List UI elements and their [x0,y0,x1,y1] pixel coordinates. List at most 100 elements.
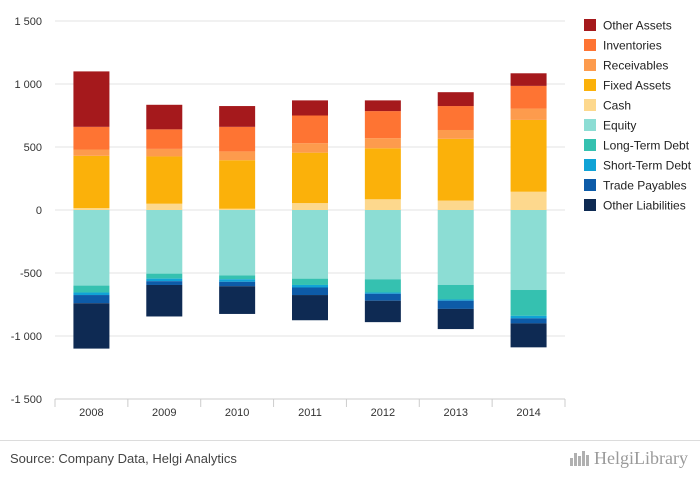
x-tick-label: 2010 [225,407,249,419]
bar-segment-receivables [73,149,110,156]
x-tick-label: 2008 [79,407,103,419]
bar-segment-equity [73,210,110,286]
bar-segment-other-liabilities [73,303,110,349]
bar-segment-short-term-debt [510,315,547,319]
bar-segment-other-liabilities [364,300,401,323]
library-logo-icon [570,450,590,468]
legend-label-other-assets: Other Assets [603,19,672,33]
bar-segment-cash [510,191,547,210]
footer-divider [0,440,700,441]
bar-segment-fixed-assets [437,138,474,201]
bar-segment-receivables [219,151,256,161]
logo-text: HelgiLibrary [594,448,688,468]
legend-label-inventories: Inventories [603,39,662,53]
legend-label-receivables: Receivables [603,59,668,73]
bar-segment-inventories [364,111,401,139]
bar-segment-equity [437,210,474,285]
bar-segment-cash [219,208,256,210]
bar-segment-fixed-assets [292,152,328,204]
x-tick-label: 2013 [443,407,467,419]
bar-segment-long-term-debt [364,279,401,293]
legend-swatch-equity [584,119,596,131]
bar-segment-other-assets [146,104,183,130]
bar-segment-inventories [437,106,474,130]
bar-segment-short-term-debt [364,292,401,294]
helgi-library-logo[interactable]: HelgiLibrary [570,448,688,469]
bar-segment-trade-payables [292,287,328,296]
legend-swatch-other-liabilities [584,199,596,211]
bar-segment-receivables [364,138,401,149]
bar-segment-short-term-debt [146,278,183,282]
bar-segment-other-assets [510,73,547,86]
legend-label-trade-payables: Trade Payables [603,179,687,193]
legend-label-cash: Cash [603,99,631,113]
bar-segment-fixed-assets [219,160,256,209]
bar-segment-equity [364,210,401,280]
legend-label-equity: Equity [603,119,636,133]
y-tick-label: 0 [36,205,42,217]
bar-segment-short-term-debt [437,299,474,301]
bar-segment-long-term-debt [146,273,183,279]
bar-segment-other-assets [219,106,256,127]
bar-segment-long-term-debt [292,278,328,285]
bar-segment-other-liabilities [437,308,474,330]
bar-segment-inventories [510,85,547,109]
bar-segment-inventories [73,126,110,150]
bar-segment-inventories [292,115,328,144]
y-tick-label: -1 000 [11,331,42,343]
y-tick-label: 500 [24,142,42,154]
legend-swatch-fixed-assets [584,79,596,91]
bar-segment-inventories [219,126,256,152]
legend-swatch-cash [584,99,596,111]
bar-segment-fixed-assets [73,155,110,209]
bar-segment-long-term-debt [73,285,110,293]
bar-segment-other-assets [364,100,401,112]
y-tick-label: 1 500 [14,16,42,28]
bar-segment-other-liabilities [219,286,256,314]
legend-label-fixed-assets: Fixed Assets [603,79,671,93]
bar-segment-other-assets [292,100,328,116]
bar-segment-other-assets [437,92,474,107]
bar-segment-long-term-debt [510,290,547,316]
bar-segment-trade-payables [364,293,401,301]
bar-segment-inventories [146,129,183,149]
legend-label-long-term-debt: Long-Term Debt [603,139,690,153]
y-tick-label: -1 500 [11,394,42,406]
bar-segment-other-liabilities [146,284,183,317]
source-note: Source: Company Data, Helgi Analytics [10,451,237,466]
bar-segment-trade-payables [437,300,474,309]
bar-segment-receivables [292,143,328,153]
legend-swatch-trade-payables [584,179,596,191]
bar-segment-long-term-debt [219,275,256,280]
bar-segment-equity [146,210,183,274]
legend-swatch-other-assets [584,19,596,31]
bar-segment-trade-payables [219,281,256,287]
bar-segment-equity [292,210,328,279]
y-tick-label: 1 000 [14,79,42,91]
bar-segment-long-term-debt [437,284,474,300]
bar-segment-cash [73,208,110,210]
bar-segment-equity [510,210,547,291]
legend-swatch-short-term-debt [584,159,596,171]
y-tick-label: -500 [20,268,42,280]
x-tick-label: 2012 [371,407,395,419]
bar-segment-trade-payables [146,281,183,285]
bar-segment-receivables [146,148,183,157]
bar-segment-fixed-assets [146,156,183,204]
legend-label-other-liabilities: Other Liabilities [603,199,686,213]
bar-segment-short-term-debt [73,292,110,296]
bar-segment-other-assets [73,71,110,127]
bar-segment-short-term-debt [219,279,256,282]
stacked-bar-chart: 1 500 1 000 500 0 -500 -1 000 -1 500 2008 2009 20… [11,16,692,419]
bar-segment-receivables [437,129,474,139]
legend-label-short-term-debt: Short-Term Debt [603,159,692,173]
x-tick-label: 2009 [152,407,176,419]
x-tick-label: 2014 [516,407,540,419]
bar-segment-fixed-assets [364,148,401,200]
legend-swatch-receivables [584,59,596,71]
bar-segment-cash [146,203,183,210]
bar-segment-trade-payables [73,295,110,304]
bar-segment-cash [437,200,474,210]
x-tick-label: 2011 [298,407,322,419]
bar-segment-cash [364,199,401,210]
